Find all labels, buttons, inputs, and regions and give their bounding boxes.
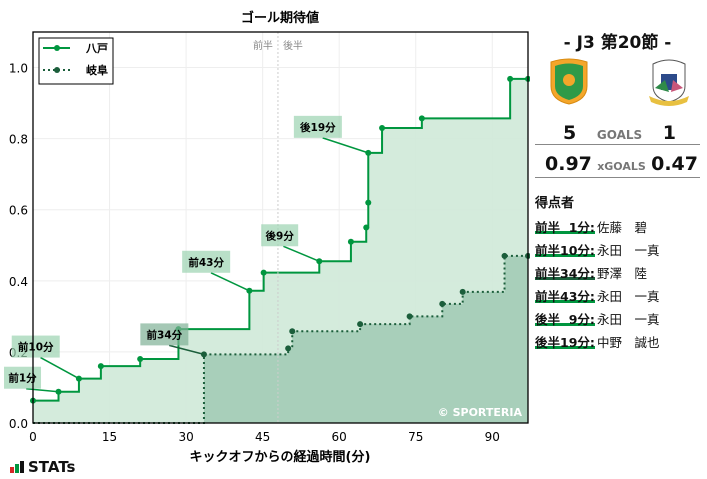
goals-label: GOALS <box>596 128 643 142</box>
goal-time: 前半10分: <box>535 240 595 258</box>
y-tick-label: 0.0 <box>9 417 28 431</box>
scorer-item: 前半10分: 永田 一真 <box>535 240 700 258</box>
data-point <box>357 321 364 328</box>
data-point <box>507 75 514 82</box>
xgoals-row: 0.97 xGOALS 0.47 <box>535 153 700 178</box>
home-xgoals: 0.97 <box>545 153 592 175</box>
data-point <box>459 288 466 295</box>
annotation-box <box>4 366 42 389</box>
goal-time: 前半 1分: <box>535 217 595 235</box>
goal-time: 前半34分: <box>535 263 595 281</box>
x-tick-label: 60 <box>332 430 347 444</box>
scorer-item: 前半43分: 永田 一真 <box>535 286 700 304</box>
first-half-label: 前半 <box>253 39 273 52</box>
goal-annotation: 後19分 <box>299 121 336 134</box>
y-tick-label: 0.4 <box>9 275 28 289</box>
player-name: 永田 一真 <box>597 289 660 304</box>
x-tick-label: 90 <box>485 430 500 444</box>
annotation-box <box>293 115 342 138</box>
scorer-item: 前半34分: 野澤 陸 <box>535 263 700 281</box>
series-area-1 <box>33 255 528 423</box>
scorer-item: 前半 1分: 佐藤 碧 <box>535 217 700 235</box>
chart-title: ゴール期待値 <box>241 10 319 26</box>
annotation-leader <box>26 387 59 393</box>
data-point <box>260 269 267 276</box>
annotation-leader <box>283 245 320 262</box>
y-tick-label: 1.0 <box>9 62 28 76</box>
annotation-leader <box>210 272 250 292</box>
y-tick-label: 0.8 <box>9 133 28 147</box>
legend-label: 岐阜 <box>86 63 108 77</box>
goals-row: 5 GOALS 1 <box>535 122 700 145</box>
goal-annotation: 前34分 <box>147 328 183 341</box>
home-goals: 5 <box>563 122 577 144</box>
goal-annotation: 後9分 <box>265 229 295 242</box>
goal-annotation: 前10分 <box>18 341 54 354</box>
brand-text: STATs <box>28 458 76 476</box>
data-point <box>365 199 372 206</box>
annotation-box <box>261 224 299 247</box>
x-tick-label: 0 <box>29 430 37 444</box>
goal-time: 前半43分: <box>535 286 595 304</box>
data-point <box>363 224 370 231</box>
player-name: 佐藤 碧 <box>597 220 648 235</box>
x-tick-label: 15 <box>102 430 117 444</box>
scorers-title: 得点者 <box>535 196 575 211</box>
data-point <box>418 115 425 122</box>
player-name: 野澤 陸 <box>597 266 648 281</box>
xgoals-label: xGOALS <box>597 160 646 173</box>
annotation-leader <box>322 137 369 154</box>
data-point <box>97 363 104 370</box>
y-tick-label: 0.6 <box>9 204 28 218</box>
x-tick-label: 30 <box>178 430 193 444</box>
legend-label: 八戸 <box>85 42 108 55</box>
x-tick-label: 45 <box>255 430 270 444</box>
data-point <box>379 124 386 131</box>
x-tick-label: 75 <box>408 430 423 444</box>
data-point <box>501 252 508 259</box>
x-axis-label: キックオフからの経過時間(分) <box>190 449 371 465</box>
data-point <box>285 345 292 352</box>
legend-marker <box>54 67 60 73</box>
watermark: © SPORTERIA <box>438 406 523 419</box>
scorer-item: 後半19分: 中野 誠也 <box>535 332 700 350</box>
annotation-leader <box>40 356 80 380</box>
match-panel: - J3 第20節 - 5 GOALS 1 0.97 xGOALS 0.47 得… <box>535 28 700 350</box>
data-point <box>289 328 296 335</box>
legend-box <box>38 37 114 85</box>
data-point <box>439 300 446 307</box>
xg-chart: ゴール期待値01530456075900.00.20.40.60.81.0キック… <box>4 10 530 465</box>
home-team-logo <box>550 58 588 105</box>
away-xgoals: 0.47 <box>651 153 698 175</box>
plot-frame <box>32 31 529 424</box>
away-goals: 1 <box>662 122 676 144</box>
goal-annotation: 前43分 <box>188 256 224 269</box>
series-line-1 <box>33 254 528 424</box>
stats-logo-icon <box>10 461 24 473</box>
data-point <box>406 313 413 320</box>
annotation-leader <box>168 344 205 356</box>
goal-time: 後半 9分: <box>535 309 595 327</box>
annotation-box <box>182 250 231 273</box>
away-team-logo <box>649 59 689 106</box>
goal-time: 後半19分: <box>535 332 595 350</box>
scorers-list: 前半 1分: 佐藤 碧前半10分: 永田 一真 前半34分: 野澤 陸前半43分: 永田 … <box>535 217 700 350</box>
player-name: 中野 誠也 <box>597 335 660 350</box>
second-half-label: 後半 <box>283 39 303 52</box>
player-name: 永田 一真 <box>597 243 660 258</box>
legend-marker <box>54 45 60 51</box>
scorer-item: 後半 9分: 永田 一真 <box>535 309 700 327</box>
goal-annotation: 前1分 <box>8 372 37 385</box>
data-point <box>137 356 144 363</box>
annotation-box <box>11 335 60 358</box>
brand-logo: STATs <box>10 458 75 476</box>
player-name: 永田 一真 <box>597 312 660 327</box>
annotation-box <box>140 323 189 346</box>
match-title: - J3 第20節 - <box>563 33 672 53</box>
data-point <box>347 238 354 245</box>
